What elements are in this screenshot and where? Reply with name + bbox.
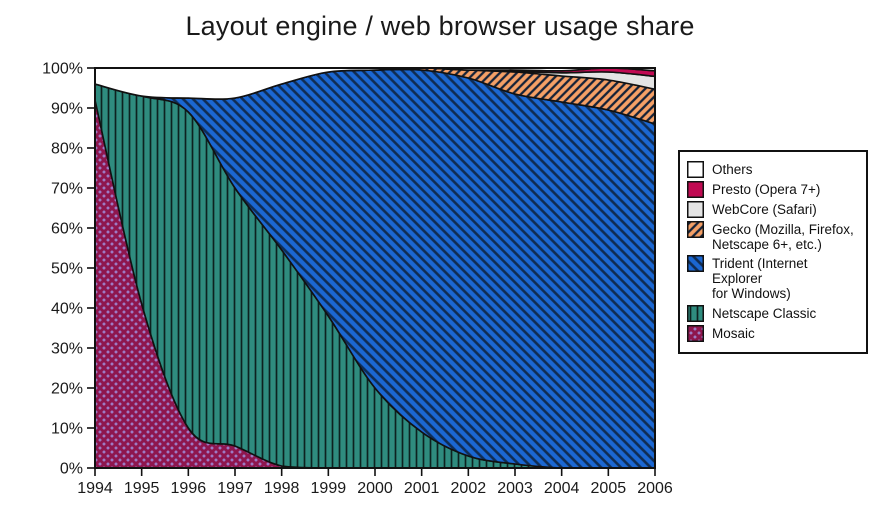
chart-areas [94,67,656,469]
chart-legend: Others Presto (Opera 7+) WebCore (Safari) G… [678,150,868,354]
legend-item-mosaic: Mosaic [687,324,859,342]
y-tick-label: 80% [51,141,83,158]
y-tick-label: 70% [51,181,83,198]
legend-item-webcore: WebCore (Safari) [687,201,859,218]
chart-axes: 100% 90% 80% 70% 60% 50% 40% 30% 20% 10% 0% 1994 199… [42,61,673,498]
legend-label-trident: Trident (Internet Explorer for Windows) [712,256,808,302]
legend-swatch-mosaic-icon [687,324,704,342]
x-tick-label: 2002 [451,480,487,497]
legend-label-netscape: Netscape Classic [712,305,817,321]
y-tick-label: 10% [51,421,83,438]
legend-label-mosaic: Mosaic [712,325,755,341]
legend-label-gecko: Gecko (Mozilla, Firefox, Netscape 6+, et… [712,222,854,253]
x-tick-label: 1999 [311,480,347,497]
x-tick-label: 2000 [357,480,393,497]
y-tick-label: 90% [51,101,83,118]
legend-swatch-others-icon [687,161,704,178]
legend-label-others: Others [712,162,753,177]
legend-item-others: Others [687,161,859,178]
legend-swatch-gecko-icon [687,221,704,238]
x-tick-label: 2006 [637,480,673,497]
x-tick-label: 1994 [77,480,113,497]
x-tick-label: 1997 [217,480,253,497]
x-tick-label: 1995 [124,480,160,497]
y-tick-label: 20% [51,381,83,398]
legend-swatch-presto-icon [687,181,704,198]
legend-swatch-webcore-icon [687,201,704,218]
legend-label-presto: Presto (Opera 7+) [712,182,821,197]
y-tick-label: 60% [51,221,83,238]
chart-title: Layout engine / web browser usage share [185,11,695,41]
y-tick-label: 30% [51,341,83,358]
legend-swatch-trident-icon [687,255,704,273]
x-tick-label: 1996 [171,480,207,497]
legend-item-presto: Presto (Opera 7+) [687,181,859,198]
legend-item-gecko: Gecko (Mozilla, Firefox, Netscape 6+, et… [687,221,859,252]
x-tick-label: 1998 [264,480,300,497]
y-tick-label: 0% [60,461,83,478]
y-tick-label: 40% [51,301,83,318]
y-tick-label: 50% [51,261,83,278]
legend-label-webcore: WebCore (Safari) [712,202,817,217]
legend-item-trident: Trident (Internet Explorer for Windows) [687,255,859,301]
x-tick-label: 2004 [544,480,580,497]
legend-item-netscape: Netscape Classic [687,304,859,322]
x-tick-label: 2005 [591,480,627,497]
y-tick-label: 100% [42,61,83,78]
legend-swatch-netscape-icon [687,304,704,322]
x-tick-label: 2001 [404,480,440,497]
x-tick-label: 2003 [497,480,533,497]
